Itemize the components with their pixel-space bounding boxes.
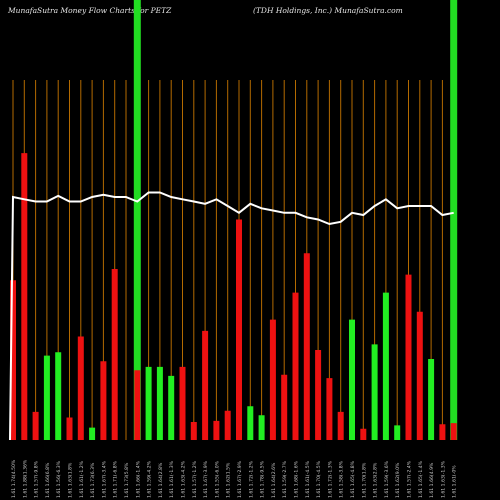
x-tick-label: 1.61 1.73(5.8%: [124, 462, 130, 498]
x-tick-label: 1.61 1.59(-2.7%: [282, 460, 288, 498]
x-tick-label: 1.61 1.72(-1.3%: [327, 460, 333, 498]
x-tick-label: 1.61 1.74(4.50%: [11, 459, 17, 498]
x-tick-label: 1.61 1.61(-4.5%: [305, 460, 311, 498]
bar-down: [66, 417, 73, 440]
bar-down: [337, 411, 344, 440]
x-tick-label: 1.61 1.62(9.0%: [395, 462, 401, 498]
x-tick-label: 1.61 1.88(1.36%: [22, 459, 28, 498]
x-tick-label: 1.61 1.61(-1.2%: [79, 460, 85, 498]
x-tick-label: 1.61 1.68(-1.6%: [294, 460, 300, 498]
x-tick-label: 1.61 1.63(2.8%: [373, 462, 379, 498]
x-tick-label: 1.61 1.56(-6.3%: [56, 460, 62, 498]
x-tick-label: 1.61 1.63(-4.2%: [181, 460, 187, 498]
x-tick-label: 1.61 1.57(-2.4%: [407, 460, 413, 498]
x-tick-label: 1.61 1.64(2.6%: [271, 462, 277, 498]
bar-down: [100, 361, 107, 440]
x-tick-label: 1.61 1.64(2.8%: [158, 462, 164, 498]
x-tick-label: 1.61 1.66(6.8%: [45, 462, 51, 498]
x-tick-label: 1.61 1.73(6.3%: [90, 462, 96, 498]
x-tick-label: 1.61 1.67(-2.9%: [237, 460, 243, 498]
x-tick-label: 1.61 1.67(-3.4%: [101, 460, 107, 498]
bar-down: [10, 280, 16, 440]
x-tick-label: 1.61 1.58(-3.8%: [339, 460, 345, 498]
x-tick-label: 1.61 1.66(-1.4%: [135, 460, 141, 498]
x-tick-label: 1.61 1.62(1.5%: [226, 462, 232, 498]
x-tick-label: 1.61 1.63(1.8%: [68, 462, 74, 498]
x-tick-label: 1.61 1.70(1.8%: [361, 462, 367, 498]
bar-down: [281, 374, 288, 440]
bar-down: [32, 411, 39, 440]
chart-subtitle: (TDH Holdings, Inc.) MunafaSutra.com: [253, 6, 403, 15]
bar-down: [21, 153, 28, 440]
x-tick-label: 1.61 1.59(-4.2%: [147, 460, 153, 498]
x-tick-label: 1.61 1.61(-0%: [452, 465, 458, 498]
bar-down: [450, 423, 457, 440]
x-tick-label: 1.61 1.63(-1.3%: [440, 460, 446, 498]
bar-up: [168, 375, 175, 440]
bar-down: [111, 269, 118, 440]
highlight-bar: [133, 0, 141, 440]
bar-down: [360, 428, 367, 440]
bar-down: [77, 336, 84, 440]
x-tick-label: 1.61 1.61(-1.3%: [169, 460, 175, 498]
bar-down: [190, 422, 197, 440]
bar-up: [349, 319, 355, 440]
x-tick-label: 1.61 1.65(-1.4%: [418, 460, 424, 498]
x-tick-label: 1.61 1.66(4.9%: [429, 462, 435, 498]
bar-down: [416, 311, 423, 440]
highlight-bar: [450, 0, 458, 440]
bar-up: [145, 366, 152, 440]
x-tick-label: 1.61 1.57(-1.2%: [192, 460, 198, 498]
x-tick-label: 1.61 1.71(-6.8%: [113, 460, 119, 498]
bar-up: [55, 352, 62, 440]
x-tick-label: 1.61 1.59(-3.6%: [384, 460, 390, 498]
bar-down: [179, 366, 186, 440]
bar-up: [247, 406, 254, 440]
price-line: [9, 191, 454, 441]
bar-up: [371, 344, 378, 440]
bar-up: [89, 427, 96, 440]
bar-down: [303, 253, 310, 440]
bar-down: [326, 378, 333, 440]
x-tick-label: 1.61 1.65(-4.8%: [350, 460, 356, 498]
bar-down: [292, 292, 299, 440]
bar-up: [382, 292, 389, 440]
bar-down: [439, 424, 446, 440]
bar-up: [394, 425, 401, 440]
bar-down: [236, 219, 242, 440]
bar-up: [156, 366, 163, 440]
chart-title: MunafaSutra Money Flow Charts for PETZ: [8, 6, 172, 15]
bar-down: [315, 350, 322, 440]
x-tick-label: 1.61 1.57(-9.8%: [34, 460, 40, 498]
bar-up: [428, 359, 435, 440]
x-tick-label: 1.61 1.67(-3.9%: [203, 460, 209, 498]
bar-down: [202, 330, 209, 440]
x-tick-label: 1.61 1.78(-9.5%: [260, 460, 266, 498]
x-tick-label: 1.61 1.70(-4.5%: [316, 460, 322, 498]
bar-up: [258, 415, 265, 440]
bar-down: [405, 274, 412, 440]
bar-down: [134, 370, 141, 440]
x-tick-label: 1.61 1.55(-6.0%: [214, 460, 220, 498]
bar-up: [43, 355, 50, 440]
bar-down: [213, 420, 220, 440]
x-tick-label: 1.61 1.72(-1.2%: [248, 460, 254, 498]
bar-down: [224, 410, 231, 440]
bar-down: [269, 319, 276, 440]
